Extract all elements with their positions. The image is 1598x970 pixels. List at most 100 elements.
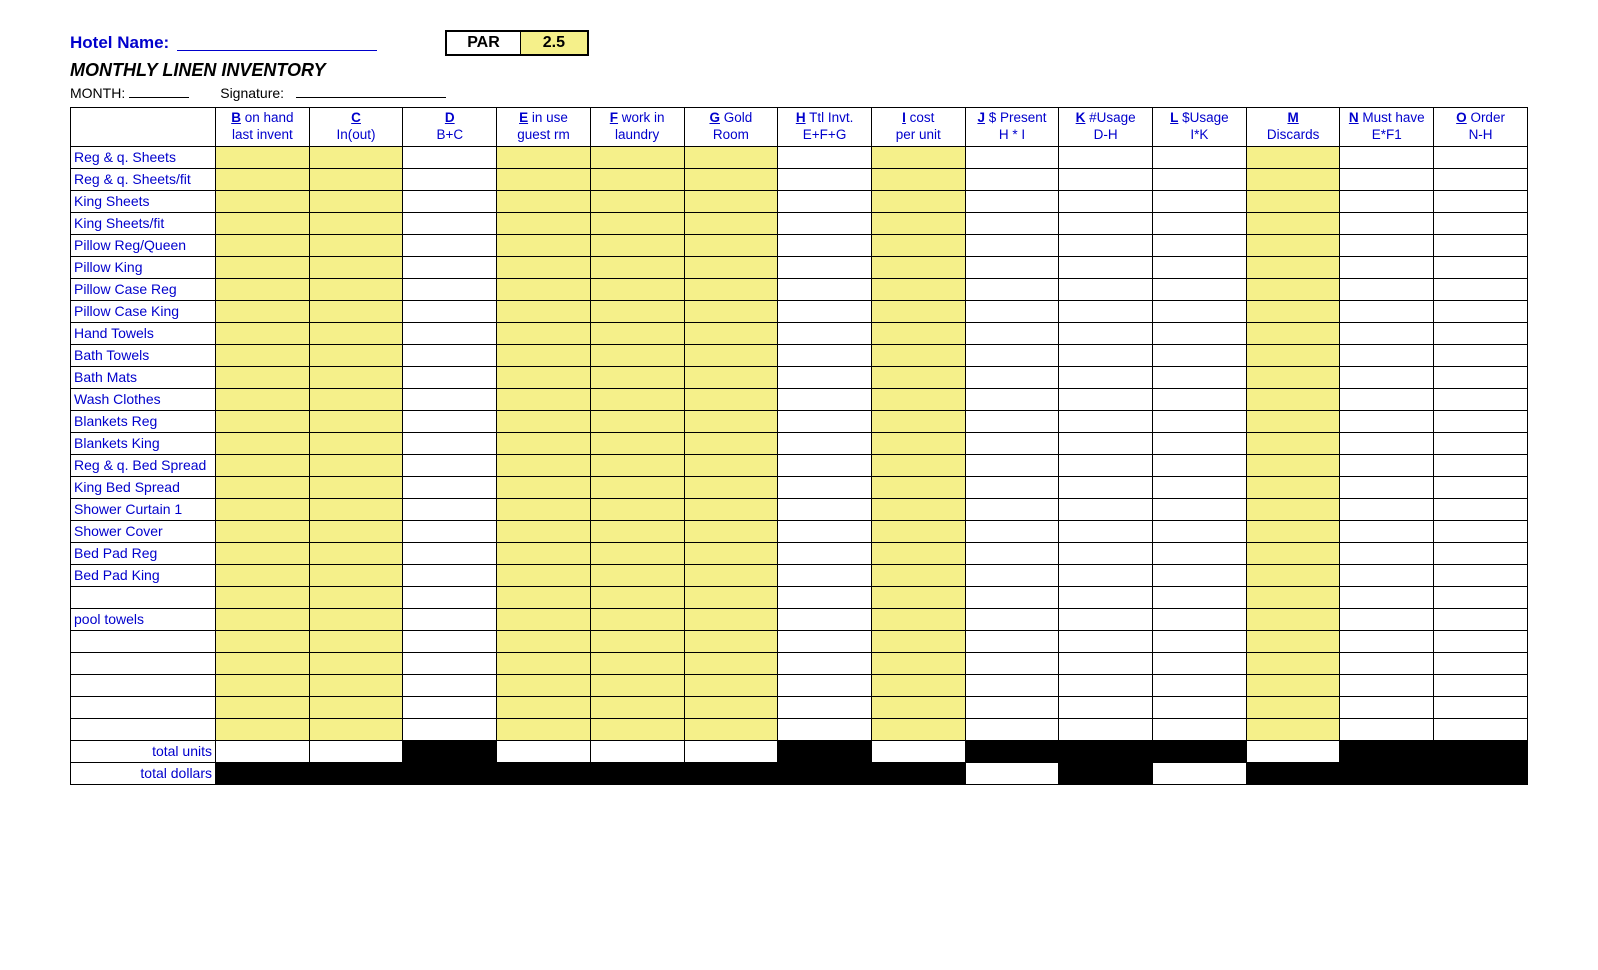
cell[interactable] bbox=[497, 388, 591, 410]
cell[interactable] bbox=[403, 476, 497, 498]
cell[interactable] bbox=[497, 344, 591, 366]
cell[interactable] bbox=[216, 476, 310, 498]
cell[interactable] bbox=[403, 520, 497, 542]
cell[interactable] bbox=[1434, 586, 1528, 608]
cell[interactable] bbox=[403, 586, 497, 608]
cell[interactable] bbox=[871, 542, 965, 564]
cell[interactable] bbox=[778, 432, 872, 454]
cell[interactable] bbox=[309, 344, 403, 366]
cell[interactable] bbox=[1246, 322, 1340, 344]
cell[interactable] bbox=[1434, 212, 1528, 234]
cell[interactable] bbox=[871, 278, 965, 300]
cell[interactable] bbox=[1153, 256, 1247, 278]
cell[interactable] bbox=[871, 300, 965, 322]
cell[interactable] bbox=[1153, 388, 1247, 410]
cell[interactable] bbox=[497, 146, 591, 168]
cell[interactable] bbox=[1434, 234, 1528, 256]
cell[interactable] bbox=[1246, 454, 1340, 476]
cell[interactable] bbox=[871, 234, 965, 256]
cell[interactable] bbox=[1434, 256, 1528, 278]
cell[interactable] bbox=[684, 630, 778, 652]
cell[interactable] bbox=[1246, 476, 1340, 498]
cell[interactable] bbox=[871, 256, 965, 278]
cell[interactable] bbox=[403, 432, 497, 454]
cell[interactable] bbox=[309, 454, 403, 476]
cell[interactable] bbox=[1059, 608, 1153, 630]
cell[interactable] bbox=[1153, 520, 1247, 542]
cell[interactable] bbox=[1340, 454, 1434, 476]
cell[interactable] bbox=[309, 564, 403, 586]
cell[interactable] bbox=[871, 498, 965, 520]
cell[interactable] bbox=[965, 608, 1059, 630]
cell[interactable] bbox=[684, 454, 778, 476]
cell[interactable] bbox=[1434, 630, 1528, 652]
cell[interactable] bbox=[1246, 410, 1340, 432]
cell[interactable] bbox=[778, 388, 872, 410]
cell[interactable] bbox=[497, 322, 591, 344]
cell[interactable] bbox=[1059, 498, 1153, 520]
cell[interactable] bbox=[778, 256, 872, 278]
cell[interactable] bbox=[216, 608, 310, 630]
cell[interactable] bbox=[1246, 234, 1340, 256]
cell[interactable] bbox=[403, 300, 497, 322]
cell[interactable] bbox=[403, 542, 497, 564]
cell[interactable] bbox=[1434, 322, 1528, 344]
cell[interactable] bbox=[965, 212, 1059, 234]
cell[interactable] bbox=[965, 168, 1059, 190]
cell[interactable] bbox=[403, 190, 497, 212]
cell[interactable] bbox=[965, 344, 1059, 366]
cell[interactable] bbox=[778, 278, 872, 300]
cell[interactable] bbox=[965, 696, 1059, 718]
cell[interactable] bbox=[216, 674, 310, 696]
cell[interactable] bbox=[965, 718, 1059, 740]
cell[interactable] bbox=[1434, 718, 1528, 740]
cell[interactable] bbox=[1153, 278, 1247, 300]
cell[interactable] bbox=[403, 674, 497, 696]
cell[interactable] bbox=[403, 608, 497, 630]
cell[interactable] bbox=[1153, 718, 1247, 740]
cell[interactable] bbox=[684, 278, 778, 300]
cell[interactable] bbox=[309, 520, 403, 542]
month-input-line[interactable] bbox=[129, 83, 189, 98]
cell[interactable] bbox=[871, 520, 965, 542]
cell[interactable] bbox=[684, 190, 778, 212]
cell[interactable] bbox=[1153, 674, 1247, 696]
cell[interactable] bbox=[497, 168, 591, 190]
cell[interactable] bbox=[684, 542, 778, 564]
cell[interactable] bbox=[871, 168, 965, 190]
totals-cell[interactable] bbox=[965, 762, 1059, 784]
cell[interactable] bbox=[778, 410, 872, 432]
cell[interactable] bbox=[497, 520, 591, 542]
cell[interactable] bbox=[965, 476, 1059, 498]
cell[interactable] bbox=[497, 696, 591, 718]
cell[interactable] bbox=[216, 542, 310, 564]
cell[interactable] bbox=[309, 718, 403, 740]
cell[interactable] bbox=[684, 322, 778, 344]
cell[interactable] bbox=[1153, 190, 1247, 212]
cell[interactable] bbox=[1059, 322, 1153, 344]
totals-cell[interactable] bbox=[1153, 762, 1247, 784]
cell[interactable] bbox=[1246, 212, 1340, 234]
cell[interactable] bbox=[1340, 432, 1434, 454]
cell[interactable] bbox=[1340, 212, 1434, 234]
cell[interactable] bbox=[1434, 564, 1528, 586]
cell[interactable] bbox=[965, 300, 1059, 322]
cell[interactable] bbox=[1059, 476, 1153, 498]
cell[interactable] bbox=[309, 322, 403, 344]
cell[interactable] bbox=[590, 168, 684, 190]
cell[interactable] bbox=[497, 542, 591, 564]
cell[interactable] bbox=[403, 256, 497, 278]
cell[interactable] bbox=[778, 674, 872, 696]
cell[interactable] bbox=[216, 278, 310, 300]
cell[interactable] bbox=[965, 146, 1059, 168]
cell[interactable] bbox=[684, 300, 778, 322]
cell[interactable] bbox=[590, 476, 684, 498]
cell[interactable] bbox=[403, 498, 497, 520]
cell[interactable] bbox=[497, 300, 591, 322]
cell[interactable] bbox=[684, 146, 778, 168]
cell[interactable] bbox=[403, 146, 497, 168]
cell[interactable] bbox=[1059, 718, 1153, 740]
cell[interactable] bbox=[1059, 212, 1153, 234]
cell[interactable] bbox=[590, 234, 684, 256]
cell[interactable] bbox=[1246, 718, 1340, 740]
